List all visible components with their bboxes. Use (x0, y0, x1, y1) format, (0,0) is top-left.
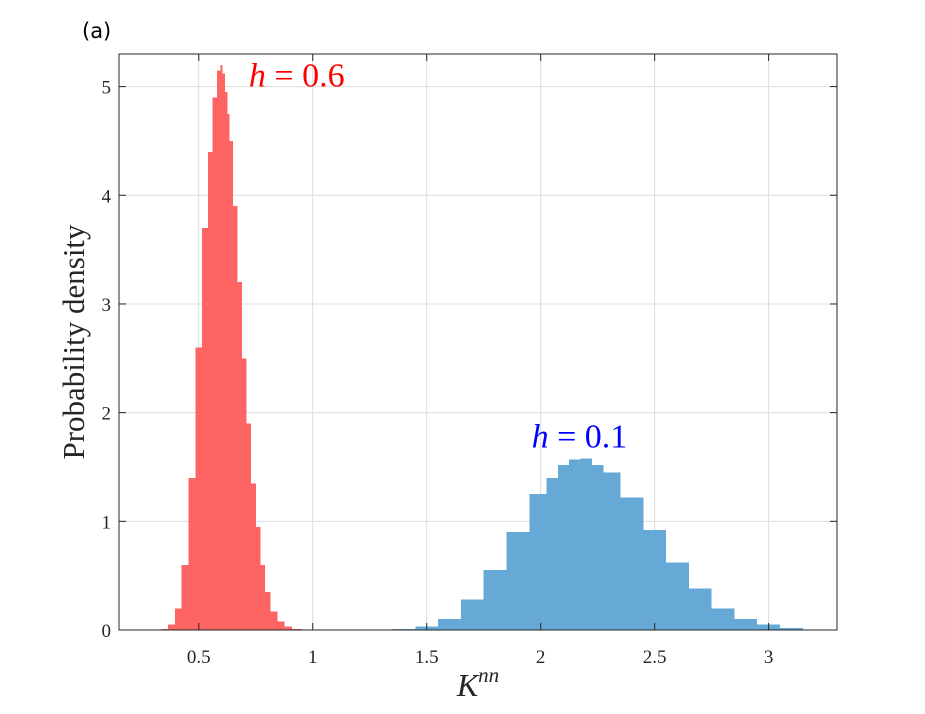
x-tick-label: 2.5 (643, 647, 667, 668)
histogram-bar-series-1 (260, 564, 265, 630)
histogram-bar-series-1 (181, 564, 189, 630)
y-tick-label: 5 (102, 78, 112, 99)
x-tick-label: 2 (536, 647, 546, 668)
histogram-bar-series-2 (506, 532, 530, 630)
histogram-bar-series-1 (242, 358, 247, 630)
x-axis-label-symbol: K (456, 667, 480, 703)
x-axis-label-superscript: nn (478, 663, 499, 687)
histogram-bar-series-2 (688, 588, 712, 630)
histogram-bar-series-2 (580, 458, 592, 630)
histogram-bar-series-2 (603, 472, 621, 630)
histogram-bar-series-1 (222, 73, 225, 631)
x-axis-label: Knn (456, 663, 499, 703)
histogram-bar-series-2 (711, 608, 735, 630)
x-tick-label: 3 (764, 647, 774, 668)
histogram-bar-series-1 (161, 628, 169, 630)
y-tick-label: 3 (102, 295, 112, 316)
histogram-bar-series-2 (483, 570, 507, 630)
annotation-value: 0.1 (585, 418, 628, 455)
annotation-variable: h (532, 418, 549, 455)
histogram-bars (161, 64, 803, 631)
x-tick-label: 1 (308, 647, 318, 668)
annotation-value: 0.6 (302, 58, 345, 95)
histogram-bar-series-1 (237, 282, 243, 630)
histogram-bar-series-2 (780, 627, 803, 630)
histogram-bar-series-1 (224, 92, 228, 631)
histogram-bar-series-1 (207, 151, 213, 630)
histogram-bar-series-2 (569, 459, 581, 630)
histogram-bar-series-2 (438, 619, 461, 630)
histogram-bar-series-1 (220, 64, 223, 631)
histogram-bar-series-1 (174, 608, 182, 630)
x-tick-label: 0.5 (187, 647, 211, 668)
histogram-bar-series-1 (212, 97, 218, 631)
y-axis-label: Probability density (56, 224, 91, 460)
panel-label: (a) (82, 19, 111, 43)
annotation-equals: = (549, 418, 585, 455)
histogram-bar-series-1 (168, 624, 175, 630)
annotation-equals: = (266, 58, 302, 95)
series-annotation-1: h = 0.6 (249, 58, 345, 95)
histogram-bar-series-1 (255, 526, 261, 630)
histogram-bar-series-2 (620, 497, 644, 630)
plot-frame (118, 53, 838, 631)
y-tick-labels: 0 1 2 3 4 5 (102, 78, 112, 642)
histogram-bar-series-1 (270, 611, 278, 630)
y-tick-label: 1 (102, 512, 112, 533)
histogram-bar-series-1 (217, 70, 221, 631)
x-tick-labels: 0.5 1 1.5 2 2.5 3 (187, 647, 773, 668)
x-tick-label: 1.5 (415, 647, 439, 668)
histogram-bar-series-2 (734, 619, 758, 630)
axis-ticks (119, 54, 837, 631)
histogram-bar-series-1 (292, 628, 302, 630)
histogram-bar-series-2 (666, 562, 689, 630)
histogram-bar-series-1 (232, 206, 238, 630)
histogram-bar-series-1 (246, 423, 252, 630)
histogram-bar-series-2 (460, 599, 484, 630)
histogram-bar-series-2 (557, 464, 570, 630)
annotation-variable: h (249, 58, 266, 95)
histogram-bar-series-2 (529, 494, 547, 630)
histogram-bar-series-1 (264, 591, 271, 630)
histogram-bar-series-1 (195, 347, 203, 630)
histogram-bar-series-2 (546, 477, 558, 630)
histogram-bar-series-1 (277, 621, 285, 630)
y-tick-label: 0 (102, 621, 112, 642)
histogram-bar-series-2 (591, 464, 604, 630)
histogram-bar-series-1 (251, 483, 256, 630)
histogram-bar-series-1 (188, 477, 196, 630)
series-annotations: h = 0.6h = 0.1 (249, 58, 627, 456)
histogram-bar-series-1 (227, 113, 230, 631)
y-tick-label: 2 (102, 404, 112, 425)
histogram-bar-series-1 (229, 140, 233, 630)
histogram-bar-series-2 (643, 530, 667, 630)
series-annotation-2: h = 0.1 (532, 418, 628, 455)
histogram-bar-series-2 (392, 628, 416, 630)
y-tick-label: 4 (102, 186, 112, 207)
histogram-bar-series-1 (284, 626, 293, 630)
histogram-bar-series-1 (202, 227, 208, 631)
